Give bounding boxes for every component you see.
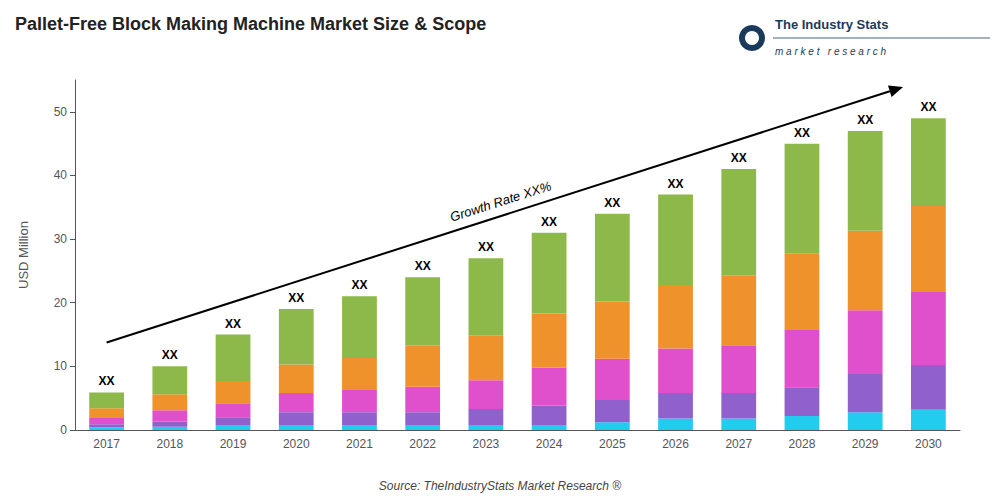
svg-text:Pallet-Free Block Making Machi: Pallet-Free Block Making Machine Market … bbox=[15, 14, 486, 34]
svg-text:2030: 2030 bbox=[915, 437, 942, 451]
svg-text:m a r k e t r e s e a r c h: m a r k e t r e s e a r c h bbox=[775, 46, 887, 57]
svg-text:30: 30 bbox=[54, 232, 68, 246]
svg-text:40: 40 bbox=[54, 168, 68, 182]
svg-text:XX: XX bbox=[604, 196, 620, 210]
svg-text:XX: XX bbox=[857, 113, 873, 127]
svg-text:XX: XX bbox=[162, 348, 178, 362]
svg-text:Source: TheIndustryStats Marke: Source: TheIndustryStats Market Research… bbox=[379, 479, 621, 493]
svg-text:The Industry Stats: The Industry Stats bbox=[775, 17, 888, 32]
svg-text:2027: 2027 bbox=[725, 437, 752, 451]
svg-text:2021: 2021 bbox=[346, 437, 373, 451]
svg-text:USD Million: USD Million bbox=[16, 221, 31, 289]
svg-text:2026: 2026 bbox=[662, 437, 689, 451]
svg-text:2022: 2022 bbox=[409, 437, 436, 451]
svg-text:20: 20 bbox=[54, 296, 68, 310]
svg-text:2020: 2020 bbox=[283, 437, 310, 451]
svg-text:XX: XX bbox=[794, 126, 810, 140]
svg-text:2023: 2023 bbox=[473, 437, 500, 451]
svg-text:XX: XX bbox=[351, 278, 367, 292]
svg-text:50: 50 bbox=[54, 105, 68, 119]
svg-text:XX: XX bbox=[99, 374, 115, 388]
svg-text:Growth Rate XX%: Growth Rate XX% bbox=[448, 178, 553, 224]
svg-text:2019: 2019 bbox=[220, 437, 247, 451]
svg-text:2025: 2025 bbox=[599, 437, 626, 451]
svg-text:XX: XX bbox=[478, 240, 494, 254]
svg-text:XX: XX bbox=[288, 291, 304, 305]
svg-text:XX: XX bbox=[415, 259, 431, 273]
svg-text:0: 0 bbox=[60, 423, 67, 437]
svg-text:2024: 2024 bbox=[536, 437, 563, 451]
svg-text:XX: XX bbox=[731, 151, 747, 165]
svg-text:XX: XX bbox=[225, 317, 241, 331]
svg-text:XX: XX bbox=[920, 100, 936, 114]
svg-text:2018: 2018 bbox=[156, 437, 183, 451]
svg-text:10: 10 bbox=[54, 359, 68, 373]
svg-text:2028: 2028 bbox=[789, 437, 816, 451]
svg-text:2029: 2029 bbox=[852, 437, 879, 451]
svg-text:2017: 2017 bbox=[93, 437, 120, 451]
svg-text:XX: XX bbox=[541, 215, 557, 229]
svg-text:XX: XX bbox=[668, 177, 684, 191]
